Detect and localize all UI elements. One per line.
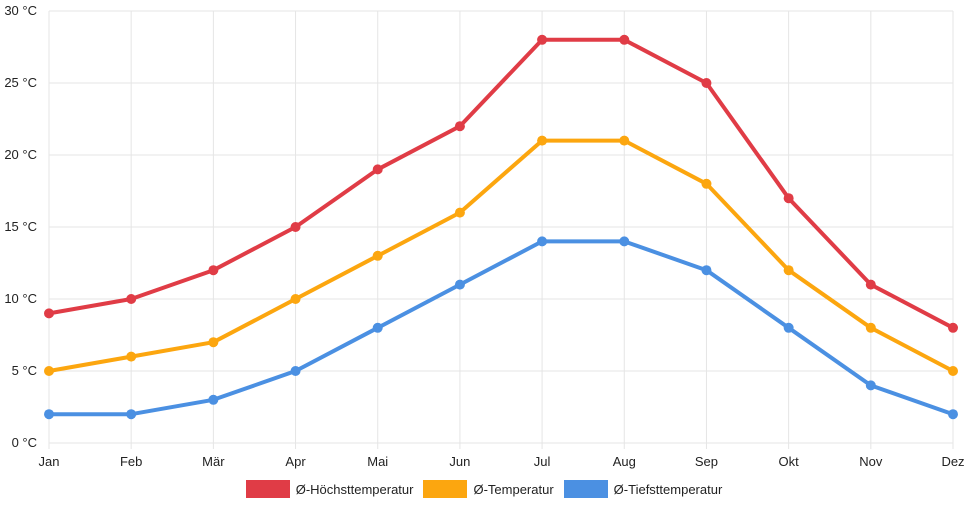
data-point <box>948 409 958 420</box>
data-point <box>537 34 548 45</box>
x-tick-label: Aug <box>613 454 636 469</box>
data-point <box>44 409 54 420</box>
data-point <box>126 294 137 304</box>
data-point <box>619 236 630 247</box>
x-tick-label: Jan <box>39 454 60 469</box>
legend-swatch <box>563 480 608 498</box>
data-point <box>783 322 794 333</box>
legend-label: Ø-Tiefsttemperatur <box>613 481 723 497</box>
x-tick-label: Sep <box>695 454 718 469</box>
temperature-line-chart: 0 °C 5 °C 10 °C 15 °C 20 °C 25 °C 30 °C Jan Feb M… <box>4 3 964 469</box>
y-tick-label: 0 °C <box>12 435 37 450</box>
data-point <box>701 265 712 276</box>
x-tick-label: Apr <box>285 454 306 469</box>
data-point <box>454 279 465 290</box>
series-2 <box>44 135 958 376</box>
x-tick-label: Mai <box>367 454 388 469</box>
data-point <box>44 366 54 376</box>
data-point <box>783 265 794 276</box>
data-point <box>372 164 383 175</box>
data-point <box>537 236 548 247</box>
y-tick-label: 30 °C <box>4 3 37 18</box>
data-point <box>454 207 465 218</box>
data-point <box>783 193 794 204</box>
data-point <box>537 135 548 146</box>
data-point <box>454 121 465 132</box>
x-tick-label: Dez <box>941 454 964 469</box>
legend-label: Ø-Höchsttemperatur <box>295 481 414 497</box>
y-tick-label: 25 °C <box>4 75 37 90</box>
y-tick-label: 20 °C <box>4 147 37 162</box>
data-point <box>290 366 301 376</box>
legend-label: Ø-Temperatur <box>473 481 554 497</box>
data-point <box>290 294 301 304</box>
data-point <box>372 250 383 261</box>
series-1 <box>44 34 958 333</box>
legend-item[interactable]: Ø-Tiefsttemperatur <box>563 480 723 498</box>
y-tick-label: 5 °C <box>12 363 37 378</box>
data-point <box>701 178 712 189</box>
data-point <box>208 394 219 405</box>
data-point <box>208 337 219 348</box>
y-tick-label: 15 °C <box>4 219 37 234</box>
series-lines <box>44 34 958 420</box>
legend: Ø-Höchsttemperatur Ø-Temperatur Ø-Tiefstte… <box>0 480 968 498</box>
data-point <box>948 322 958 333</box>
legend-swatch <box>423 480 468 498</box>
legend-item[interactable]: Ø-Höchsttemperatur <box>245 480 414 498</box>
series-line <box>47 239 955 417</box>
x-tick-label: Jul <box>534 454 551 469</box>
data-point <box>126 351 137 362</box>
series-3 <box>44 236 958 420</box>
data-point <box>208 265 219 276</box>
data-point <box>865 322 876 333</box>
y-tick-label: 10 °C <box>4 291 37 306</box>
x-tick-label: Okt <box>779 454 800 469</box>
data-point <box>619 135 630 146</box>
data-point <box>44 308 54 319</box>
data-point <box>948 366 958 376</box>
legend-item[interactable]: Ø-Temperatur <box>423 480 554 498</box>
x-tick-label: Feb <box>120 454 142 469</box>
data-point <box>372 322 383 333</box>
series-line <box>47 37 955 330</box>
data-point <box>865 279 876 290</box>
data-point <box>701 78 712 88</box>
data-point <box>865 380 876 391</box>
x-tick-label: Nov <box>859 454 883 469</box>
x-tick-label: Jun <box>449 454 470 469</box>
axes: 0 °C 5 °C 10 °C 15 °C 20 °C 25 °C 30 °C Jan Feb M… <box>4 3 964 469</box>
data-point <box>619 34 630 45</box>
data-point <box>126 409 137 420</box>
legend-swatch <box>245 480 290 498</box>
x-tick-label: Mär <box>202 454 225 469</box>
series-line <box>47 138 955 373</box>
data-point <box>290 222 301 232</box>
